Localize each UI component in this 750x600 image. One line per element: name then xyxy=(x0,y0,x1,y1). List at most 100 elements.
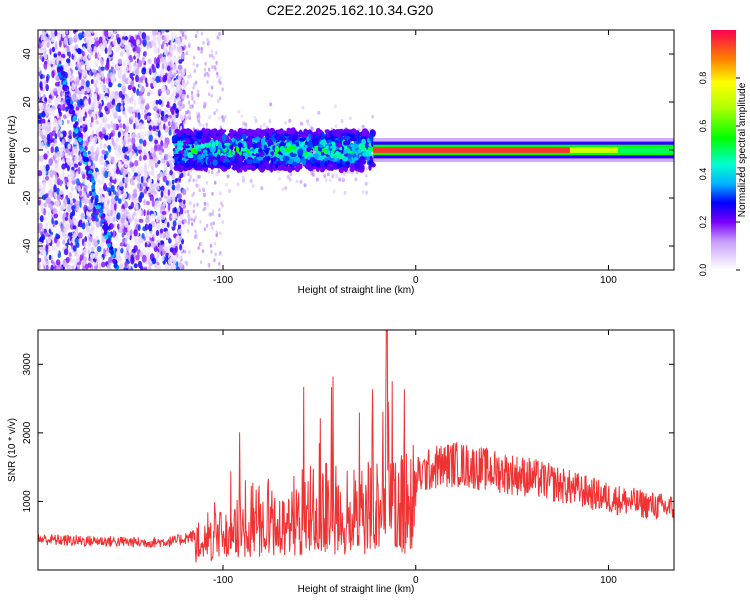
noise-cell xyxy=(97,178,102,185)
noise-cell xyxy=(193,203,196,208)
noise-cell xyxy=(142,39,147,47)
noise-cell xyxy=(99,122,103,128)
noise-cell xyxy=(167,54,171,62)
noise-cell xyxy=(126,231,131,240)
noise-cell xyxy=(149,146,155,154)
noise-cell xyxy=(166,160,169,166)
noise-cell xyxy=(38,181,42,190)
noise-cell xyxy=(123,81,126,86)
halo-cell xyxy=(228,188,232,193)
noise-cell xyxy=(192,209,195,214)
noise-cell xyxy=(134,99,137,108)
noise-cell xyxy=(141,254,147,263)
noise-cell xyxy=(112,167,116,173)
noise-cell xyxy=(106,264,111,269)
noise-cell xyxy=(210,249,213,254)
noise-cell xyxy=(124,36,128,41)
noise-cell xyxy=(97,137,101,144)
noise-cell xyxy=(42,84,46,92)
noise-cell xyxy=(143,188,147,194)
noise-cell xyxy=(160,190,164,198)
noise-cell xyxy=(183,44,187,49)
noise-cell xyxy=(52,117,58,126)
noise-cell xyxy=(114,203,117,211)
noise-cell xyxy=(62,203,66,209)
noise-cell xyxy=(85,225,90,233)
noise-cell xyxy=(134,160,139,167)
noise-cell xyxy=(97,52,101,59)
halo-cell xyxy=(311,172,315,177)
noise-cell xyxy=(93,114,97,121)
noise-cell xyxy=(192,55,196,60)
noise-cell xyxy=(213,241,217,246)
noise-cell xyxy=(91,151,95,157)
noise-cell xyxy=(113,223,116,229)
halo-cell xyxy=(288,118,292,123)
noise-cell xyxy=(106,217,111,224)
noise-cell xyxy=(163,244,167,252)
noise-cell xyxy=(110,95,114,100)
noise-cell xyxy=(94,212,98,218)
noise-cell xyxy=(112,217,116,222)
noise-cell xyxy=(151,30,157,36)
noise-cell xyxy=(100,45,105,52)
noise-cell xyxy=(131,137,136,145)
noise-cell xyxy=(120,248,124,254)
halo-cell xyxy=(203,193,207,197)
noise-cell xyxy=(87,150,91,155)
noise-cell xyxy=(76,99,80,107)
noise-cell xyxy=(166,221,170,228)
noise-cell xyxy=(147,178,153,184)
noise-cell xyxy=(139,166,145,174)
band-cell xyxy=(284,166,290,171)
noise-cell xyxy=(86,64,91,71)
noise-cell xyxy=(62,239,66,245)
noise-cell xyxy=(50,264,54,270)
noise-cell xyxy=(124,220,129,228)
noise-cell xyxy=(66,119,70,124)
noise-cell xyxy=(107,73,110,78)
noise-cell xyxy=(77,265,81,270)
halo-cell xyxy=(317,110,321,115)
halo-cell xyxy=(226,174,230,179)
halo-cell xyxy=(288,177,292,182)
noise-cell xyxy=(211,226,214,230)
noise-cell xyxy=(144,113,147,121)
band-cell xyxy=(350,144,355,148)
noise-cell xyxy=(79,190,82,196)
noise-cell xyxy=(49,169,54,178)
noise-cell xyxy=(178,254,183,261)
noise-cell xyxy=(53,53,58,58)
noise-cell xyxy=(61,163,66,170)
noise-cell xyxy=(219,96,222,101)
noise-cell xyxy=(207,40,211,45)
noise-cell xyxy=(151,257,157,265)
noise-cell xyxy=(159,171,163,179)
noise-cell xyxy=(131,112,136,118)
noise-cell xyxy=(161,30,165,34)
noise-cell xyxy=(103,154,107,161)
noise-cell xyxy=(152,125,157,132)
noise-cell xyxy=(160,157,165,164)
noise-cell xyxy=(65,157,70,164)
noise-cell xyxy=(59,189,64,195)
noise-cell xyxy=(43,36,49,43)
noise-cell xyxy=(69,212,73,220)
noise-cell xyxy=(179,235,183,241)
noise-cell xyxy=(103,143,107,149)
noise-cell xyxy=(121,94,125,100)
noise-cell xyxy=(71,94,76,102)
noise-cell xyxy=(39,54,43,60)
noise-cell xyxy=(74,194,78,200)
halo-cell xyxy=(324,177,328,182)
noise-cell xyxy=(153,105,158,112)
noise-cell xyxy=(77,185,81,192)
noise-cell xyxy=(191,222,194,227)
noise-cell xyxy=(165,88,170,96)
halo-cell xyxy=(215,108,219,113)
noise-cell xyxy=(79,254,84,262)
halo-cell xyxy=(199,122,203,127)
noise-cell xyxy=(82,178,86,185)
noise-cell xyxy=(64,177,68,186)
noise-cell xyxy=(181,113,185,121)
